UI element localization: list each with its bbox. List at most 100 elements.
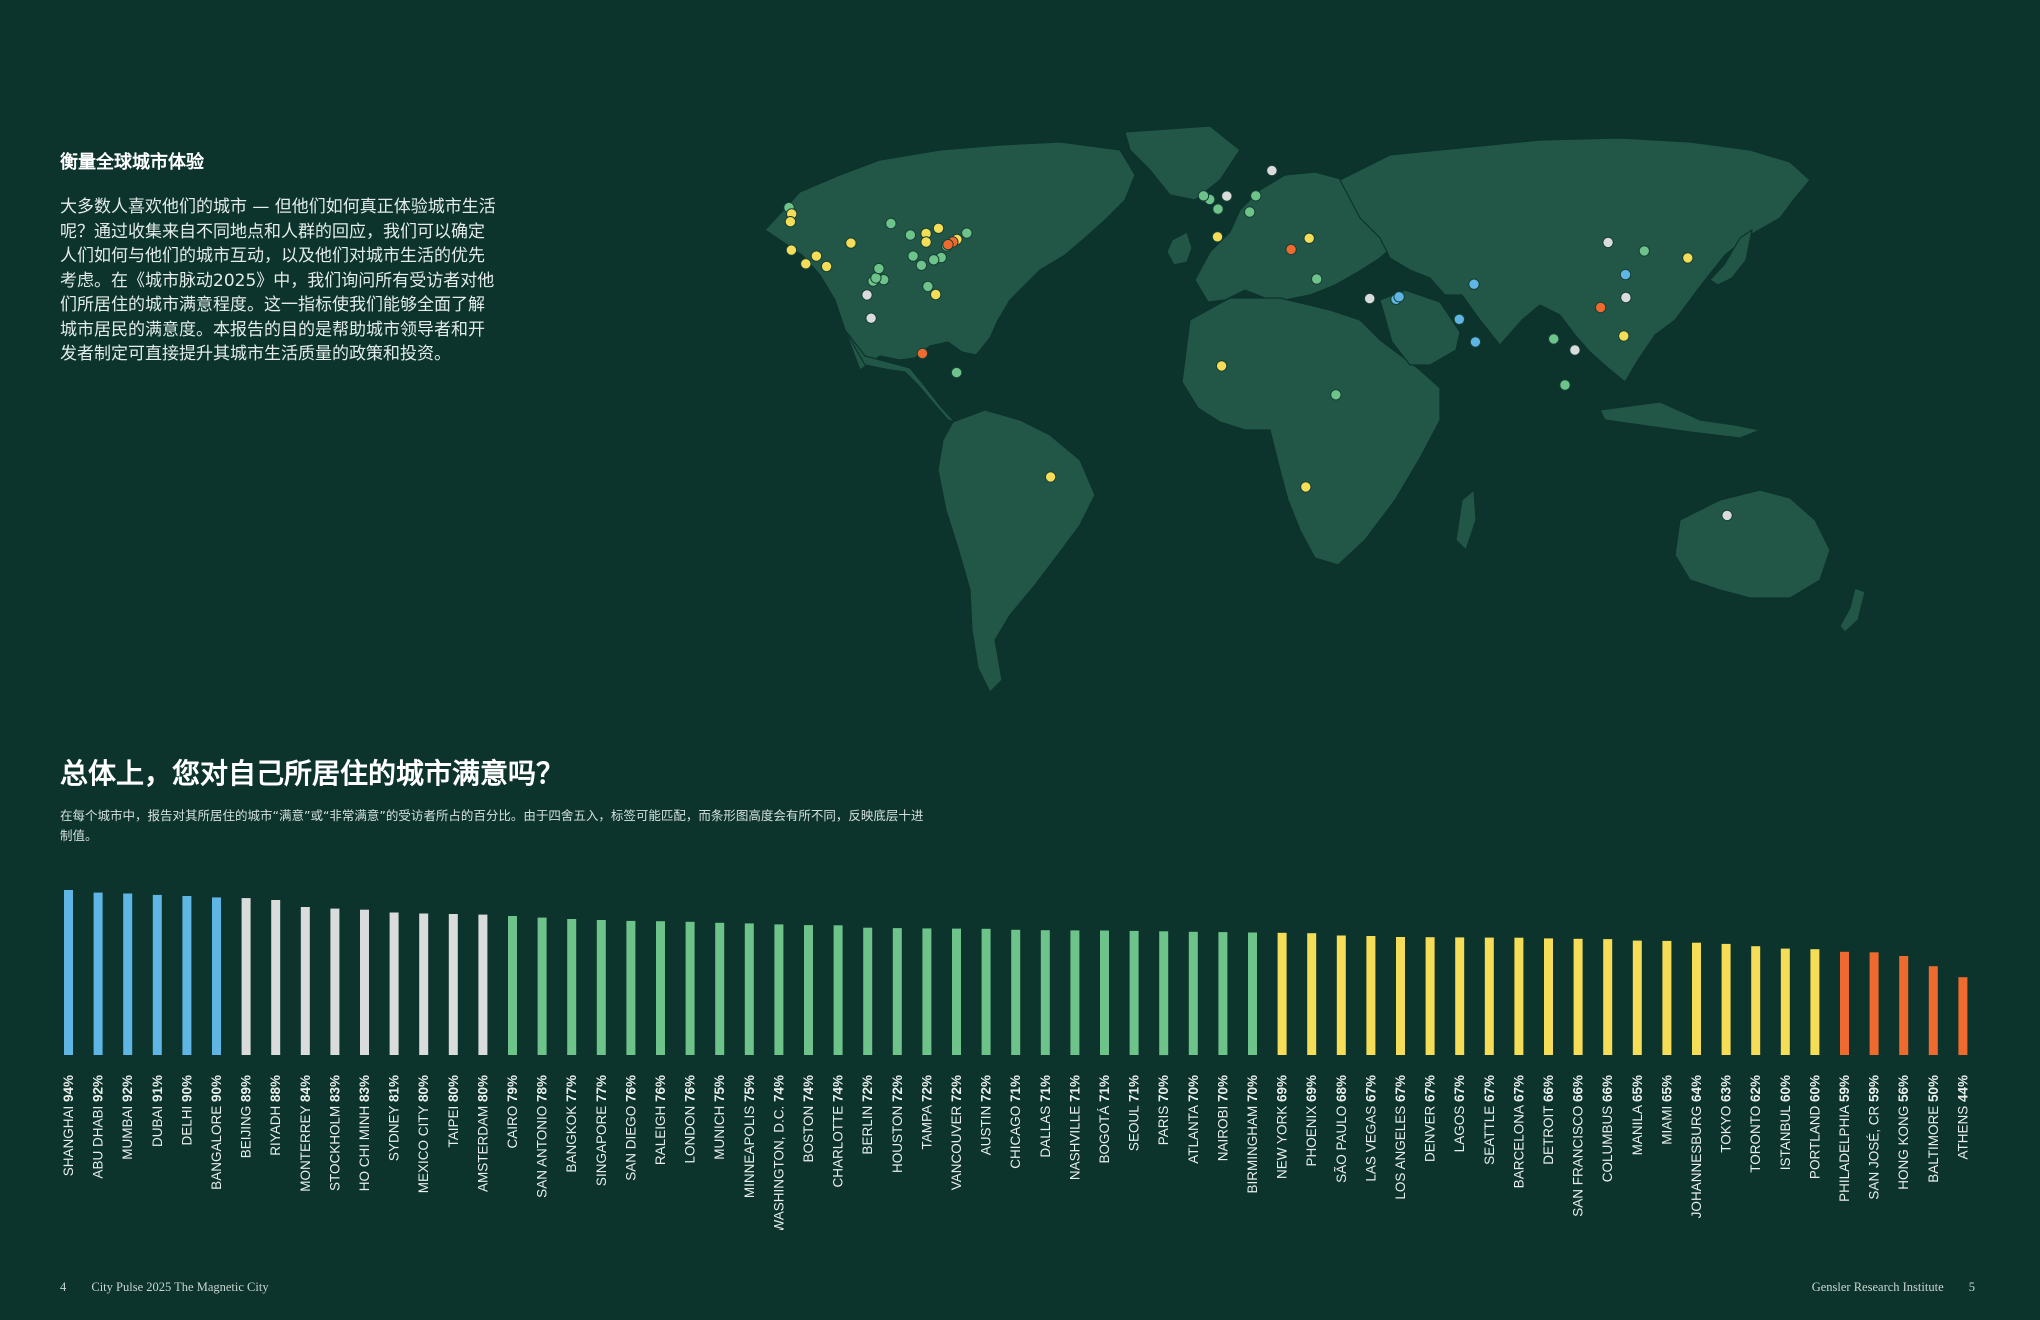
city-marker	[1393, 291, 1405, 303]
bar-washington-d-c-	[774, 924, 784, 1055]
bar-label: PHOENIX 69%	[1304, 1075, 1319, 1167]
bar-tampa	[922, 928, 932, 1055]
bar-lagos	[1455, 937, 1465, 1055]
landmass-south-america	[937, 409, 1096, 693]
bar-berlin	[863, 927, 873, 1055]
city-marker	[1548, 333, 1560, 345]
bar-label: SAN FRANCISCO 66%	[1571, 1075, 1586, 1217]
city-marker	[1197, 190, 1210, 202]
bar-label: MEXICO CITY 80%	[416, 1075, 431, 1193]
bar-monterrey	[300, 907, 310, 1055]
bar-manila	[1632, 940, 1642, 1055]
bar-label: JOHANNESBURG 64%	[1689, 1075, 1704, 1218]
chart-title: 总体上，您对自己所居住的城市满意吗？	[60, 757, 565, 790]
city-marker	[1285, 243, 1297, 256]
city-marker	[1211, 231, 1224, 243]
city-marker	[1594, 301, 1607, 314]
bar-istanbul	[1780, 948, 1790, 1055]
landmass-japan	[1709, 229, 1753, 286]
city-marker	[1602, 236, 1614, 249]
bar-label: MIAMI 65%	[1659, 1075, 1674, 1145]
bar-charlotte	[833, 925, 843, 1055]
bar-label: BANGALORE 90%	[209, 1075, 224, 1190]
city-marker	[810, 250, 823, 262]
city-marker	[1620, 291, 1632, 304]
bar-taipei	[448, 914, 458, 1055]
bar-labels: SHANGHAI 94% ABU DHABI 92% MUMBAI 92% DUBAI…	[61, 1075, 1970, 1230]
bar-ho-chi-minh	[360, 909, 369, 1055]
bar-detroit	[1544, 938, 1553, 1055]
bar-label: SYDNEY 81%	[387, 1075, 402, 1161]
footer-page-number-right: 5	[1968, 1280, 1975, 1294]
landmass-greenland	[1124, 125, 1241, 201]
bar-dallas	[1040, 930, 1050, 1055]
city-marker	[1250, 190, 1262, 202]
bar-sydney	[389, 912, 399, 1055]
bar-label: LAGOS 67%	[1452, 1075, 1467, 1152]
bar-seattle	[1484, 937, 1494, 1055]
city-marker	[1682, 252, 1694, 264]
map-landmasses	[764, 125, 1866, 693]
city-marker	[800, 258, 812, 270]
landmass-new-zealand	[1839, 587, 1866, 633]
bar-label: BIRMINGHAM 70%	[1245, 1075, 1260, 1194]
bar-toronto	[1751, 946, 1761, 1055]
city-marker	[961, 227, 973, 239]
city-marker	[1300, 481, 1312, 493]
bar-label: MONTERREY 84%	[298, 1075, 313, 1192]
city-marker	[1212, 203, 1224, 215]
city-marker	[920, 236, 932, 248]
bar-riyadh	[271, 900, 281, 1055]
bar-label: RIYADH 88%	[268, 1075, 283, 1156]
bar-label: SAN DIEGO 76%	[623, 1075, 638, 1181]
bar-label: CAIRO 79%	[505, 1075, 520, 1149]
bar-label: LONDON 76%	[683, 1075, 698, 1164]
bar-beijing	[241, 898, 251, 1055]
bar-dubai	[152, 894, 162, 1055]
bar-label: BOSTON 74%	[801, 1075, 816, 1163]
bars	[64, 890, 1968, 1056]
bar-s-o-paulo	[1336, 935, 1346, 1055]
city-marker	[1044, 471, 1057, 483]
bar-boston	[804, 925, 813, 1055]
bar-minneapolis	[744, 923, 754, 1055]
bar-label: BALTIMORE 50%	[1926, 1075, 1941, 1183]
landmass-africa	[1181, 297, 1441, 566]
bar-miami	[1662, 940, 1672, 1055]
bar-label: DUBAI 91%	[150, 1075, 165, 1147]
bar-bangalore	[212, 897, 221, 1055]
bar-amsterdam	[478, 914, 488, 1055]
city-marker	[861, 289, 873, 301]
bar-label: COLUMBUS 66%	[1600, 1075, 1615, 1182]
bar-label: NEW YORK 69%	[1275, 1075, 1290, 1179]
bar-mumbai	[123, 893, 133, 1055]
bar-philadelphia	[1840, 951, 1849, 1055]
landmass-asia	[1339, 137, 1811, 383]
city-marker	[922, 280, 934, 293]
city-marker	[1618, 330, 1630, 342]
bar-mexico-city	[419, 913, 429, 1055]
bar-label: BANGKOK 77%	[564, 1075, 579, 1173]
city-marker	[904, 229, 917, 241]
bar-barcelona	[1514, 937, 1524, 1055]
bar-label: ABU DHABI 92%	[91, 1075, 106, 1179]
bar-athens	[1958, 977, 1968, 1055]
bar-label: TOKYO 63%	[1719, 1075, 1734, 1153]
bar-label: SAN ANTONIO 78%	[535, 1075, 550, 1198]
city-marker	[1266, 164, 1278, 177]
bar-hong-kong	[1899, 956, 1909, 1055]
city-marker	[932, 222, 945, 235]
intro-heading: 衡量全球城市体验	[60, 152, 204, 173]
bar-new-york	[1277, 932, 1287, 1055]
bar-label: ISTANBUL 60%	[1778, 1075, 1793, 1170]
bar-label: SAN JOSÉ, CR 59%	[1867, 1075, 1882, 1200]
bar-label: TAMPA 72%	[919, 1075, 934, 1150]
bar-label: PHILADELPHIA 59%	[1837, 1075, 1852, 1202]
landmass-southeast-asia-islands	[1599, 401, 1761, 439]
bar-label: DALLAS 71%	[1038, 1075, 1053, 1158]
bar-label: HO CHI MINH 83%	[357, 1075, 372, 1191]
bar-label: AMSTERDAM 80%	[475, 1075, 490, 1192]
city-marker	[845, 237, 857, 249]
bar-los-angeles	[1396, 937, 1405, 1055]
bar-label: STOCKHOLM 83%	[327, 1075, 342, 1191]
